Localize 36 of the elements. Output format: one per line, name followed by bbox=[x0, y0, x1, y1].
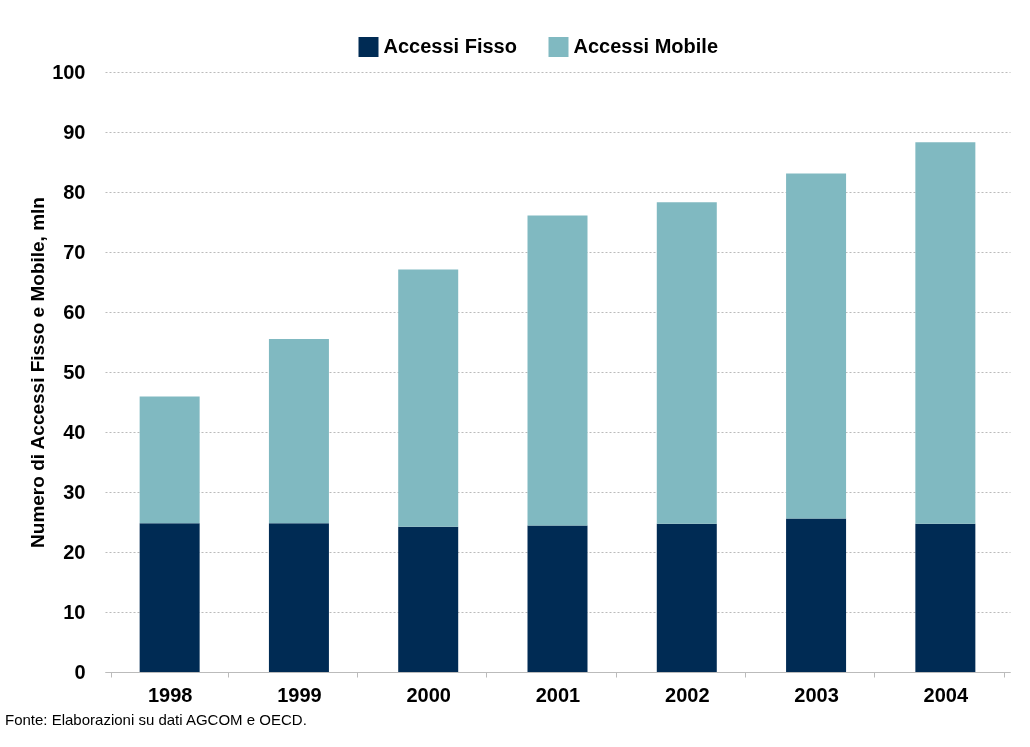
y-tick-label: 70 bbox=[63, 240, 86, 263]
y-tick-label: 10 bbox=[63, 600, 86, 623]
legend-label: Accessi Mobile bbox=[573, 35, 719, 57]
bar bbox=[527, 215, 588, 526]
bar bbox=[786, 518, 847, 672]
bar bbox=[786, 173, 847, 519]
source-note: Fonte: Elaborazioni su dati AGCOM e OECD. bbox=[5, 711, 307, 728]
x-tick-label: 2004 bbox=[923, 683, 969, 706]
x-tick-label: 2000 bbox=[406, 683, 451, 706]
bar bbox=[915, 523, 976, 672]
bar bbox=[268, 339, 329, 524]
x-tick-label: 1999 bbox=[277, 683, 322, 706]
bar bbox=[268, 523, 329, 672]
x-tick-label: 1998 bbox=[147, 683, 193, 706]
x-tick-label: 2002 bbox=[665, 683, 710, 706]
x-tick-label: 2003 bbox=[794, 683, 839, 706]
bar bbox=[139, 396, 200, 524]
legend-label: Accessi Fisso bbox=[383, 35, 517, 57]
y-axis-title: Numero di Accessi Fisso e Mobile, mln bbox=[27, 197, 49, 548]
bar bbox=[656, 202, 717, 524]
y-tick-label: 40 bbox=[63, 420, 86, 443]
bar bbox=[398, 269, 459, 527]
bar bbox=[398, 526, 459, 672]
y-tick-label: 90 bbox=[63, 120, 86, 143]
bar bbox=[139, 523, 200, 672]
y-tick-label: 50 bbox=[63, 360, 86, 383]
x-tick-label: 2001 bbox=[535, 683, 581, 706]
y-tick-label: 60 bbox=[63, 300, 86, 323]
bar bbox=[915, 142, 976, 524]
y-tick-label: 0 bbox=[74, 660, 86, 683]
bar bbox=[656, 523, 717, 672]
bar bbox=[527, 525, 588, 672]
y-tick-label: 100 bbox=[52, 60, 86, 83]
y-tick-label: 80 bbox=[63, 180, 86, 203]
y-tick-label: 30 bbox=[63, 480, 86, 503]
y-tick-label: 20 bbox=[63, 540, 86, 563]
